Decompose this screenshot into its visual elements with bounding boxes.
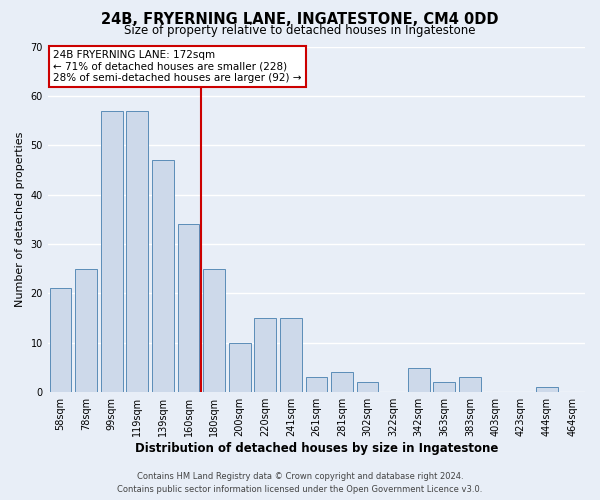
X-axis label: Distribution of detached houses by size in Ingatestone: Distribution of detached houses by size … [135, 442, 498, 455]
Bar [152, 160, 174, 392]
Bar [254, 318, 276, 392]
Bar [408, 368, 430, 392]
Bar [280, 318, 302, 392]
Y-axis label: Number of detached properties: Number of detached properties [15, 132, 25, 307]
Bar [127, 110, 148, 392]
Bar [101, 110, 122, 392]
Bar [50, 288, 71, 392]
Bar [433, 382, 455, 392]
Bar [356, 382, 379, 392]
Bar [459, 378, 481, 392]
Text: 24B, FRYERNING LANE, INGATESTONE, CM4 0DD: 24B, FRYERNING LANE, INGATESTONE, CM4 0D… [101, 12, 499, 28]
Bar [178, 224, 199, 392]
Bar [536, 388, 557, 392]
Bar [229, 343, 251, 392]
Bar [305, 378, 327, 392]
Text: 24B FRYERNING LANE: 172sqm
← 71% of detached houses are smaller (228)
28% of sem: 24B FRYERNING LANE: 172sqm ← 71% of deta… [53, 50, 302, 83]
Text: Contains HM Land Registry data © Crown copyright and database right 2024.
Contai: Contains HM Land Registry data © Crown c… [118, 472, 482, 494]
Bar [203, 268, 225, 392]
Bar [75, 268, 97, 392]
Bar [331, 372, 353, 392]
Text: Size of property relative to detached houses in Ingatestone: Size of property relative to detached ho… [124, 24, 476, 37]
